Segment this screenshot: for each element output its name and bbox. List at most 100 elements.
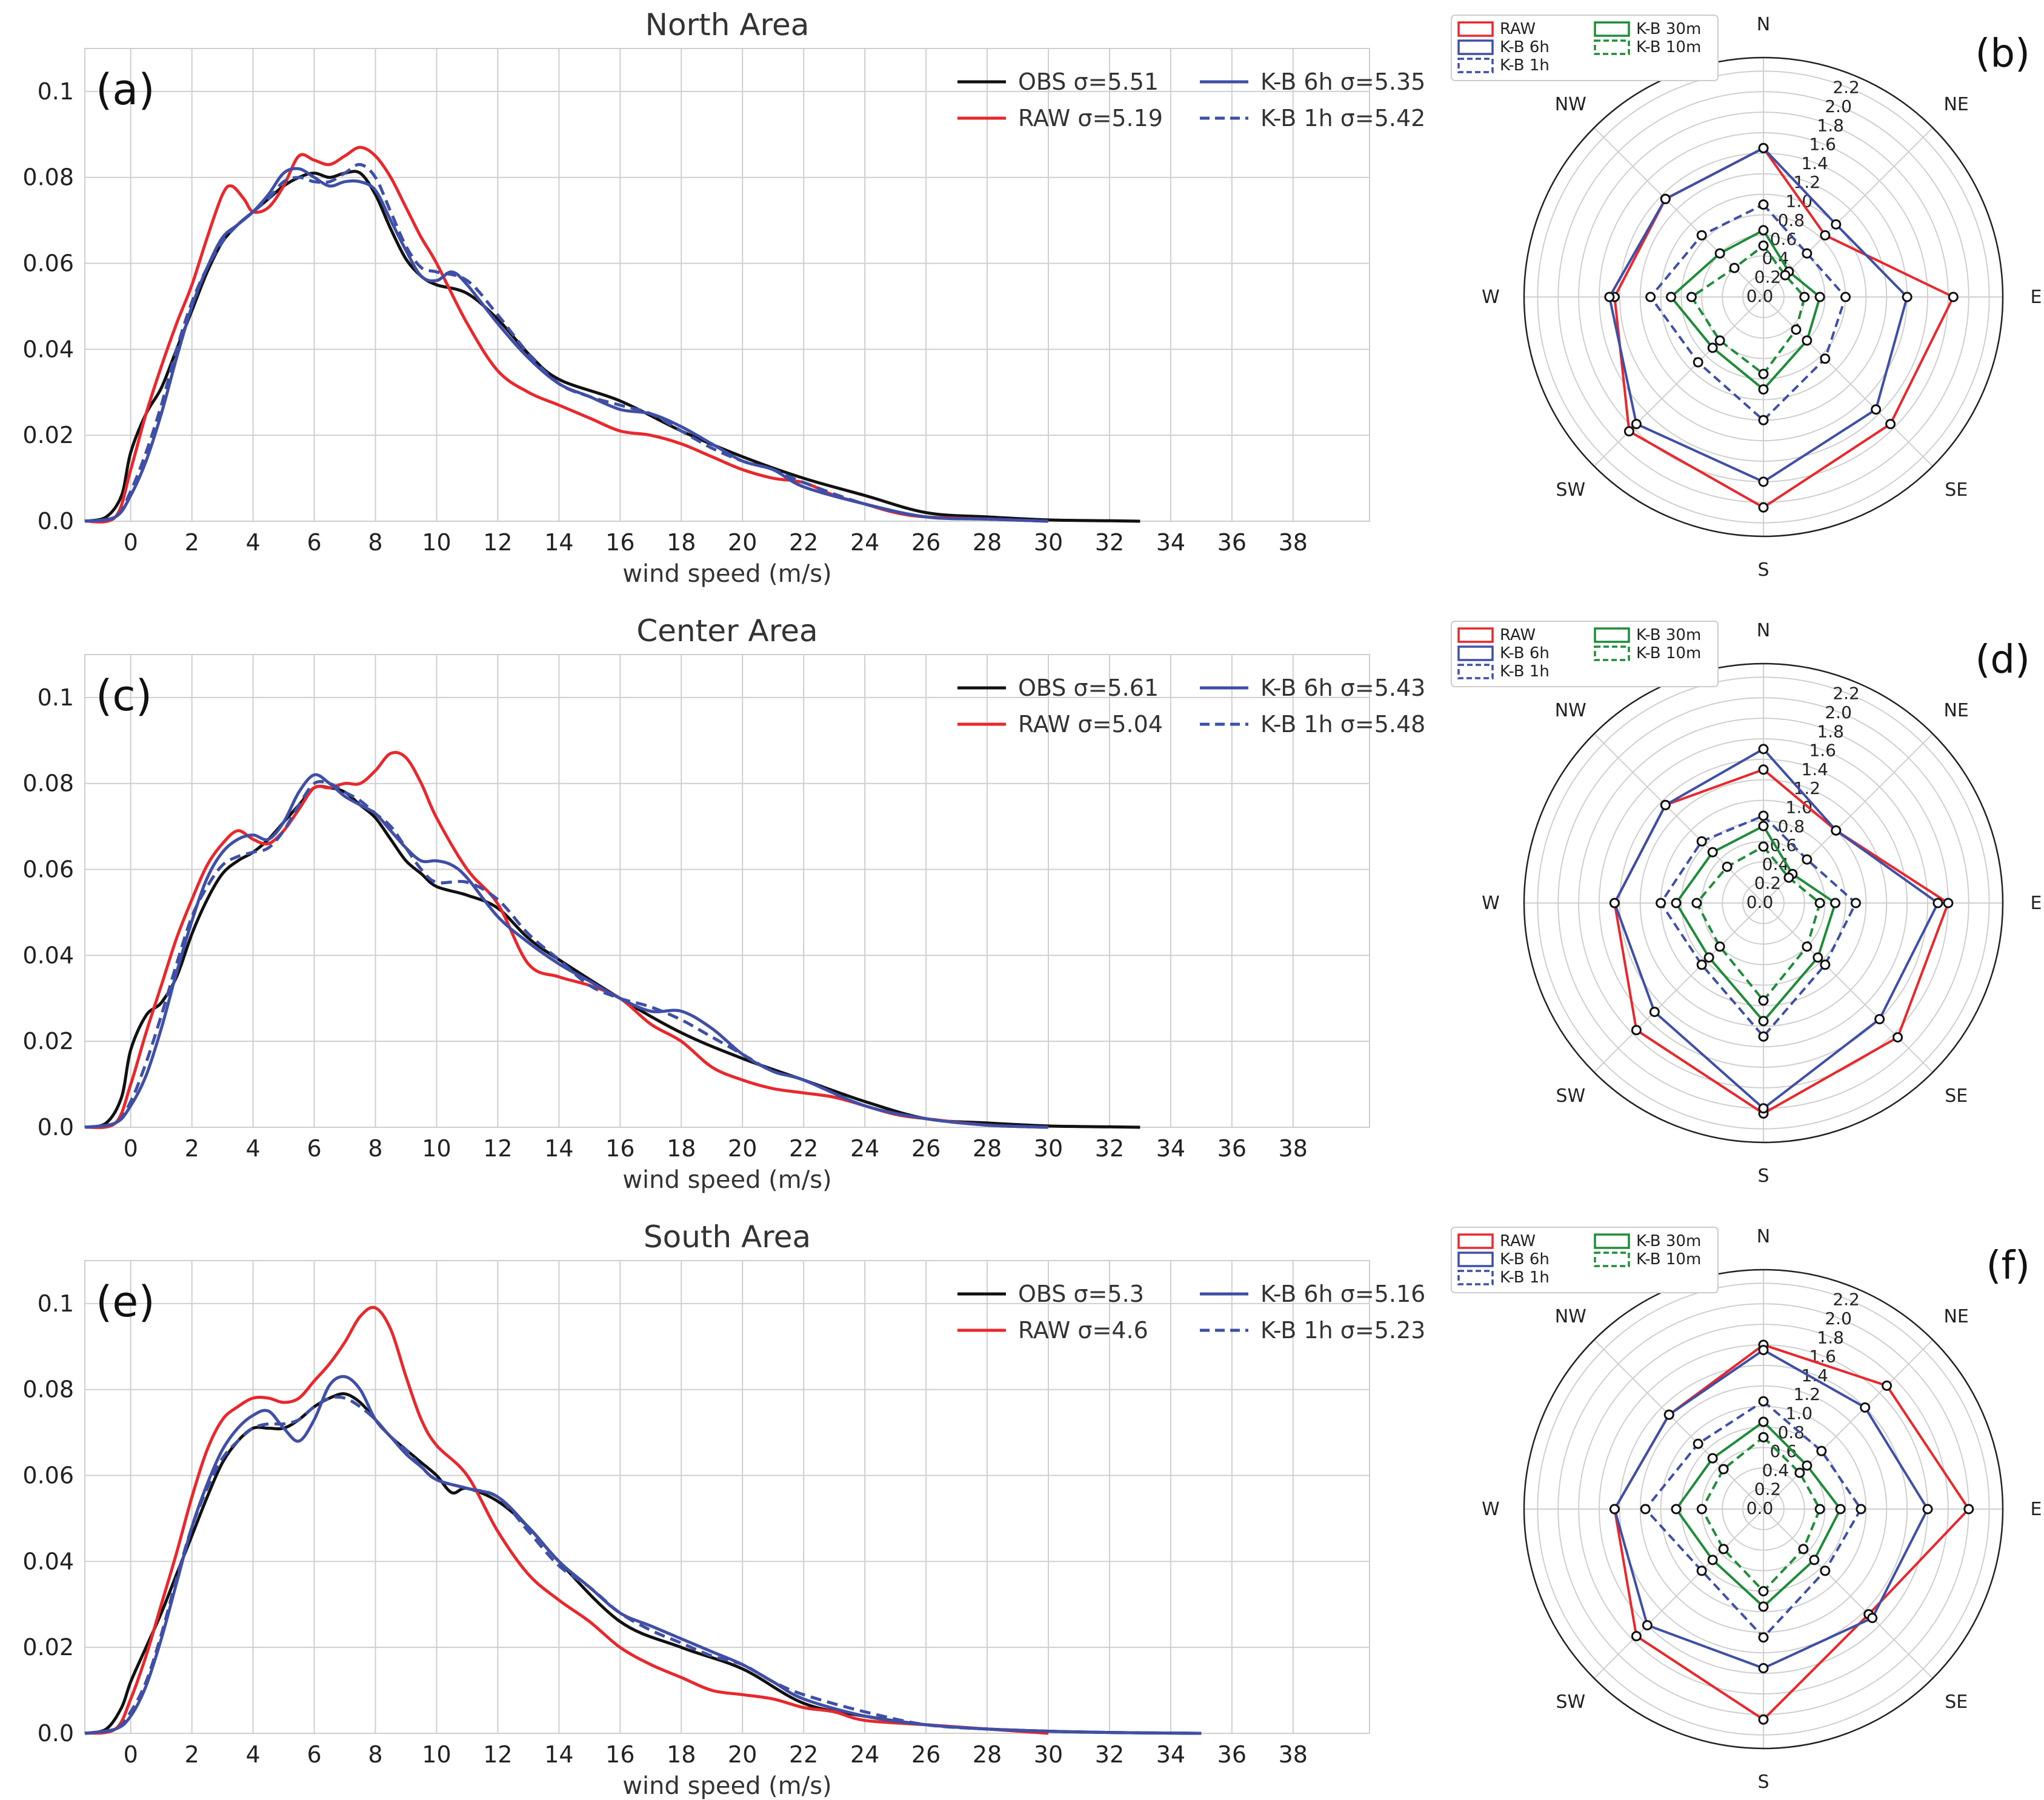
radar-point-kb1	[1820, 353, 1831, 364]
radial-tick-label: 0.2	[1754, 267, 1782, 287]
x-tick-label: 20	[728, 1135, 757, 1162]
radar-point-kb6	[1874, 1014, 1885, 1025]
radar-point-kb6	[1758, 1103, 1769, 1114]
legend-swatch-kb1	[1457, 1270, 1494, 1285]
radial-tick-label: 1.8	[1817, 1327, 1844, 1347]
radar-series-kb1	[1649, 203, 1847, 422]
radar-panel-2: 0.00.20.40.60.81.01.21.41.61.82.02.2NNEE…	[1451, 1226, 2042, 1793]
radial-tick-label: 2.2	[1833, 1290, 1860, 1310]
y-tick-label: 0.06	[22, 250, 74, 277]
direction-label: W	[1482, 893, 1500, 914]
radar-point-raw	[1820, 230, 1831, 241]
legend-label-kb6: K-B 6h σ=5.43	[1260, 675, 1425, 701]
radial-tick-label: 1.4	[1801, 759, 1828, 779]
radar-point-kb30	[1758, 1601, 1769, 1612]
radar-point-kb10	[1722, 861, 1733, 872]
radar-point-kb30	[1758, 384, 1769, 395]
series-line-raw	[84, 751, 1049, 1129]
radar-point-kb1	[1758, 1031, 1769, 1042]
x-tick-label: 0	[124, 529, 138, 556]
radial-tick-label: 2.0	[1825, 1308, 1852, 1328]
legend-label-kb6: K-B 6h σ=5.16	[1260, 1281, 1425, 1307]
radar-point-kb1	[1696, 959, 1707, 970]
x-tick-label: 26	[911, 1741, 940, 1768]
legend-label-kb6: K-B 6h σ=5.35	[1260, 68, 1425, 95]
series-line-raw	[84, 1305, 1049, 1735]
legend-label-kb30: K-B 30m	[1636, 1232, 1701, 1250]
radar-panel-0: 0.00.20.40.60.81.01.21.41.61.82.02.2NNEE…	[1451, 14, 2042, 581]
radial-tick-label: 0.0	[1746, 286, 1774, 306]
x-tick-label: 32	[1095, 1741, 1124, 1768]
radar-point-kb30	[1707, 342, 1718, 353]
legend-swatch-kb6	[1457, 1252, 1494, 1267]
direction-label: SW	[1556, 1692, 1585, 1713]
radial-tick-label: 2.2	[1833, 78, 1860, 98]
series-line-kb1	[84, 1395, 1202, 1735]
radar-point-kb10	[1714, 335, 1725, 346]
series-line-obs	[84, 170, 1140, 523]
legend-label-obs: OBS σ=5.51	[1018, 68, 1159, 95]
legend-label-kb1: K-B 1h	[1500, 56, 1550, 75]
radar-point-kb1	[1758, 199, 1769, 210]
x-tick-label: 14	[544, 529, 573, 556]
x-tick-label: 12	[483, 1741, 512, 1768]
radar-point-kb6	[1663, 1409, 1674, 1420]
radar-point-kb1	[1850, 898, 1861, 908]
legend-swatch-raw	[1457, 627, 1494, 643]
radar-point-kb6	[1758, 1344, 1769, 1355]
x-tick-label: 14	[544, 1741, 573, 1768]
radar-point-kb30	[1666, 292, 1677, 302]
legend-box	[1451, 621, 1719, 687]
polar-frame	[1523, 662, 2004, 1144]
radial-tick-label: 1.0	[1786, 1404, 1813, 1424]
radial-tick-label: 1.2	[1794, 172, 1821, 192]
x-tick-label: 18	[667, 529, 696, 556]
radar-point-kb10	[1783, 872, 1794, 883]
y-tick-label: 0.1	[38, 1290, 74, 1317]
series-line-obs	[84, 1392, 1202, 1735]
legend-swatch-kb10	[1594, 645, 1630, 661]
radar-point-kb1	[1656, 898, 1666, 908]
plot-frame	[84, 654, 1370, 1128]
direction-label: S	[1757, 1165, 1769, 1187]
direction-label: NW	[1555, 1306, 1586, 1327]
radar-point-kb1	[1758, 1396, 1769, 1407]
radar-point-kb6	[1860, 1402, 1871, 1413]
direction-label: S	[1757, 559, 1769, 581]
angular-gridline	[1593, 127, 1764, 298]
legend-label-kb6: K-B 6h	[1500, 644, 1550, 662]
x-tick-label: 38	[1279, 1741, 1308, 1768]
x-tick-label: 18	[667, 1741, 696, 1768]
radar-point-kb6	[1660, 193, 1671, 204]
x-tick-label: 16	[605, 1741, 634, 1768]
x-tick-label: 38	[1279, 529, 1308, 556]
x-tick-label: 4	[246, 1741, 261, 1768]
radar-point-kb6	[1758, 142, 1769, 153]
legend-swatch-raw	[1457, 21, 1494, 37]
angular-gridline	[1593, 733, 1764, 904]
x-tick-label: 2	[185, 1741, 199, 1768]
radar-point-kb6	[1922, 1504, 1933, 1515]
legend-label-raw: RAW	[1500, 20, 1536, 38]
y-tick-label: 0.02	[22, 1028, 74, 1055]
legend-label-raw: RAW σ=5.04	[1018, 711, 1163, 738]
x-tick-label: 24	[850, 529, 879, 556]
radar-point-kb10	[1714, 941, 1725, 952]
radar-point-kb10	[1794, 1467, 1805, 1478]
x-tick-label: 4	[246, 1135, 261, 1162]
radar-point-kb1	[1696, 1565, 1707, 1576]
panel-letter: (d)	[1975, 638, 2030, 682]
plot-frame	[84, 48, 1370, 522]
radar-point-kb10	[1814, 898, 1825, 908]
radar-point-kb1	[1820, 1565, 1831, 1576]
x-tick-label: 26	[911, 529, 940, 556]
direction-label: E	[2031, 1499, 2042, 1520]
radar-point-kb1	[1758, 415, 1769, 425]
y-tick-label: 0.1	[38, 684, 74, 711]
x-tick-label: 10	[422, 1741, 451, 1768]
legend-label-raw: RAW σ=5.19	[1018, 105, 1163, 132]
radar-point-kb6	[1831, 219, 1842, 230]
radial-tick-label: 0.0	[1746, 892, 1774, 912]
angular-gridline	[1593, 1508, 1764, 1679]
